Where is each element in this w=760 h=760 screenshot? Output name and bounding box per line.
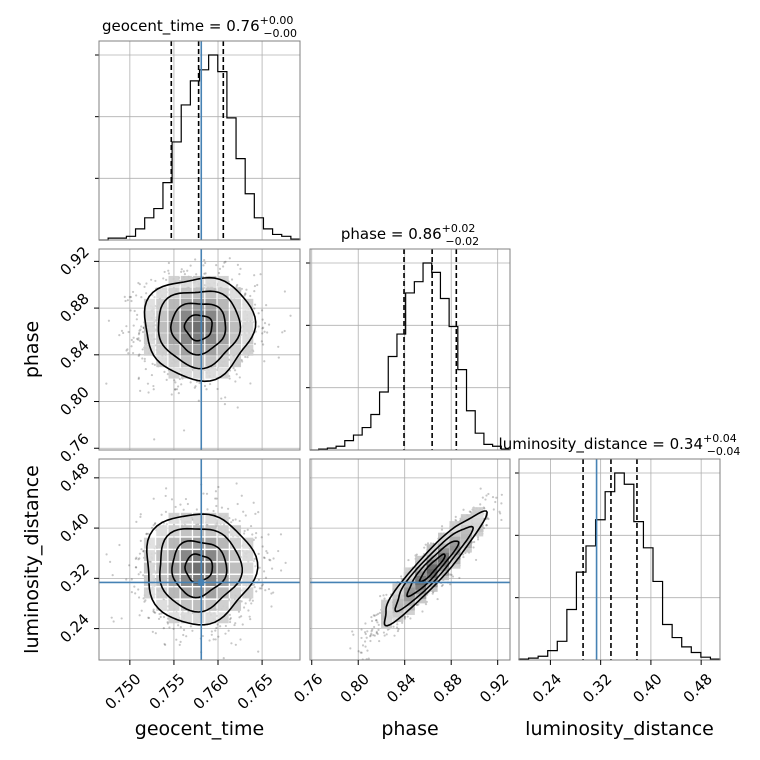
ytick-label-phase-4: 0.92 xyxy=(56,243,92,279)
xtick-label-luminosity-distance-0: 0.24 xyxy=(529,670,565,706)
xtick-label-geocent-time-1: 0.755 xyxy=(146,670,189,713)
ytick-label-phase-2: 0.84 xyxy=(56,336,92,372)
xtick-label-geocent-time-0: 0.750 xyxy=(102,670,145,713)
hist2d-geocent-time-vs-luminosity-distance-inner xyxy=(99,459,300,660)
ytick-label-luminosity-distance-1: 0.32 xyxy=(56,560,92,596)
ytick-label-phase-3: 0.88 xyxy=(56,290,92,326)
hist2d-geocent-time-vs-luminosity-distance-truth-marker xyxy=(198,579,205,586)
xtick-label-phase-2: 0.84 xyxy=(383,670,419,706)
hist-phase xyxy=(306,248,511,451)
title-phase: phase = 0.86+0.02 −0.02 xyxy=(341,222,479,248)
title-geocent-time: geocent_time = 0.76+0.00 −0.00 xyxy=(102,14,297,40)
xtick-label-luminosity-distance-1: 0.32 xyxy=(579,670,615,706)
ytick-label-phase-0: 0.76 xyxy=(56,430,92,466)
hist-luminosity-distance-step xyxy=(518,472,721,660)
hist2d-geocent-time-vs-phase-inner xyxy=(105,249,292,450)
hist2d-geocent-time-vs-phase-contour-1 xyxy=(157,290,242,370)
hist2d-phase-vs-luminosity-distance-inner xyxy=(310,481,510,660)
hist2d-phase-vs-luminosity-distance-contour-3 xyxy=(418,553,446,583)
ytick-label-luminosity-distance-3: 0.48 xyxy=(56,459,92,495)
xtick-label-luminosity-distance-3: 0.48 xyxy=(680,670,716,706)
xtick-label-phase-4: 0.92 xyxy=(476,670,512,706)
ytick-label-luminosity-distance-2: 0.40 xyxy=(56,510,92,546)
hist2d-geocent-time-vs-luminosity-distance-border xyxy=(98,458,301,661)
xtick-label-luminosity-distance-2: 0.40 xyxy=(629,670,665,706)
hist-geocent-time-step xyxy=(99,54,301,241)
xlabel-phase: phase xyxy=(381,718,438,740)
ytick-label-phase-1: 0.80 xyxy=(56,383,92,419)
hist2d-geocent-time-vs-luminosity-distance xyxy=(98,458,301,661)
title-plus: +0.02 xyxy=(442,222,476,235)
xlabel-luminosity-distance: luminosity_distance xyxy=(525,718,714,740)
title-minus: −0.04 xyxy=(707,445,741,458)
hist2d-phase-vs-luminosity-distance xyxy=(309,458,511,661)
title-name: geocent_time = 0.76 xyxy=(102,17,260,36)
hist2d-geocent-time-vs-luminosity-distance-contour-3 xyxy=(184,553,214,584)
hist-phase-border xyxy=(309,248,511,451)
hist2d-geocent-time-vs-phase xyxy=(98,248,301,451)
xtick-label-phase-3: 0.88 xyxy=(430,670,466,706)
title-plus: +0.00 xyxy=(260,14,294,27)
hist2d-geocent-time-vs-phase-border xyxy=(98,248,301,451)
hist2d-geocent-time-vs-phase-contour-3 xyxy=(183,314,213,342)
hist-geocent-time-border xyxy=(98,40,301,241)
hist-phase-step xyxy=(310,262,511,451)
xtick-label-phase-0: 0.76 xyxy=(290,670,326,706)
hist2d-geocent-time-vs-luminosity-distance-contour-2 xyxy=(171,539,228,599)
hist2d-geocent-time-vs-phase-contour-2 xyxy=(169,302,227,356)
title-plus: +0.04 xyxy=(703,432,737,445)
hist-luminosity-distance xyxy=(515,458,721,661)
title-minus: −0.02 xyxy=(445,235,479,248)
xtick-label-geocent-time-2: 0.760 xyxy=(190,670,233,713)
hist-luminosity-distance-border xyxy=(518,458,721,661)
ylabel-luminosity-distance: luminosity_distance xyxy=(21,465,43,654)
xlabel-geocent-time: geocent_time xyxy=(135,718,264,740)
hist2d-geocent-time-vs-luminosity-distance-contour-1 xyxy=(158,527,243,613)
title-luminosity-distance: luminosity_distance = 0.34+0.04 −0.04 xyxy=(499,432,741,458)
hist-geocent-time xyxy=(95,40,301,241)
xtick-label-phase-1: 0.80 xyxy=(337,670,373,706)
ylabel-phase: phase xyxy=(21,321,43,378)
hist2d-phase-vs-luminosity-distance-bg xyxy=(310,459,510,660)
hist2d-geocent-time-vs-phase-contour-0 xyxy=(143,276,257,383)
hist2d-phase-vs-luminosity-distance-border xyxy=(309,458,511,661)
hist2d-phase-vs-luminosity-distance-contour-2 xyxy=(406,540,460,598)
hist2d-phase-vs-luminosity-distance-contour-1 xyxy=(394,525,475,613)
title-minus: −0.00 xyxy=(263,27,297,40)
title-name: luminosity_distance = 0.34 xyxy=(499,435,703,454)
panels-layer xyxy=(95,40,721,661)
xtick-label-geocent-time-3: 0.765 xyxy=(234,670,277,713)
title-name: phase = 0.86 xyxy=(341,225,442,243)
hist-luminosity-distance-bg xyxy=(519,459,720,660)
ytick-label-luminosity-distance-0: 0.24 xyxy=(56,610,92,646)
hist-phase-bg xyxy=(310,249,510,450)
